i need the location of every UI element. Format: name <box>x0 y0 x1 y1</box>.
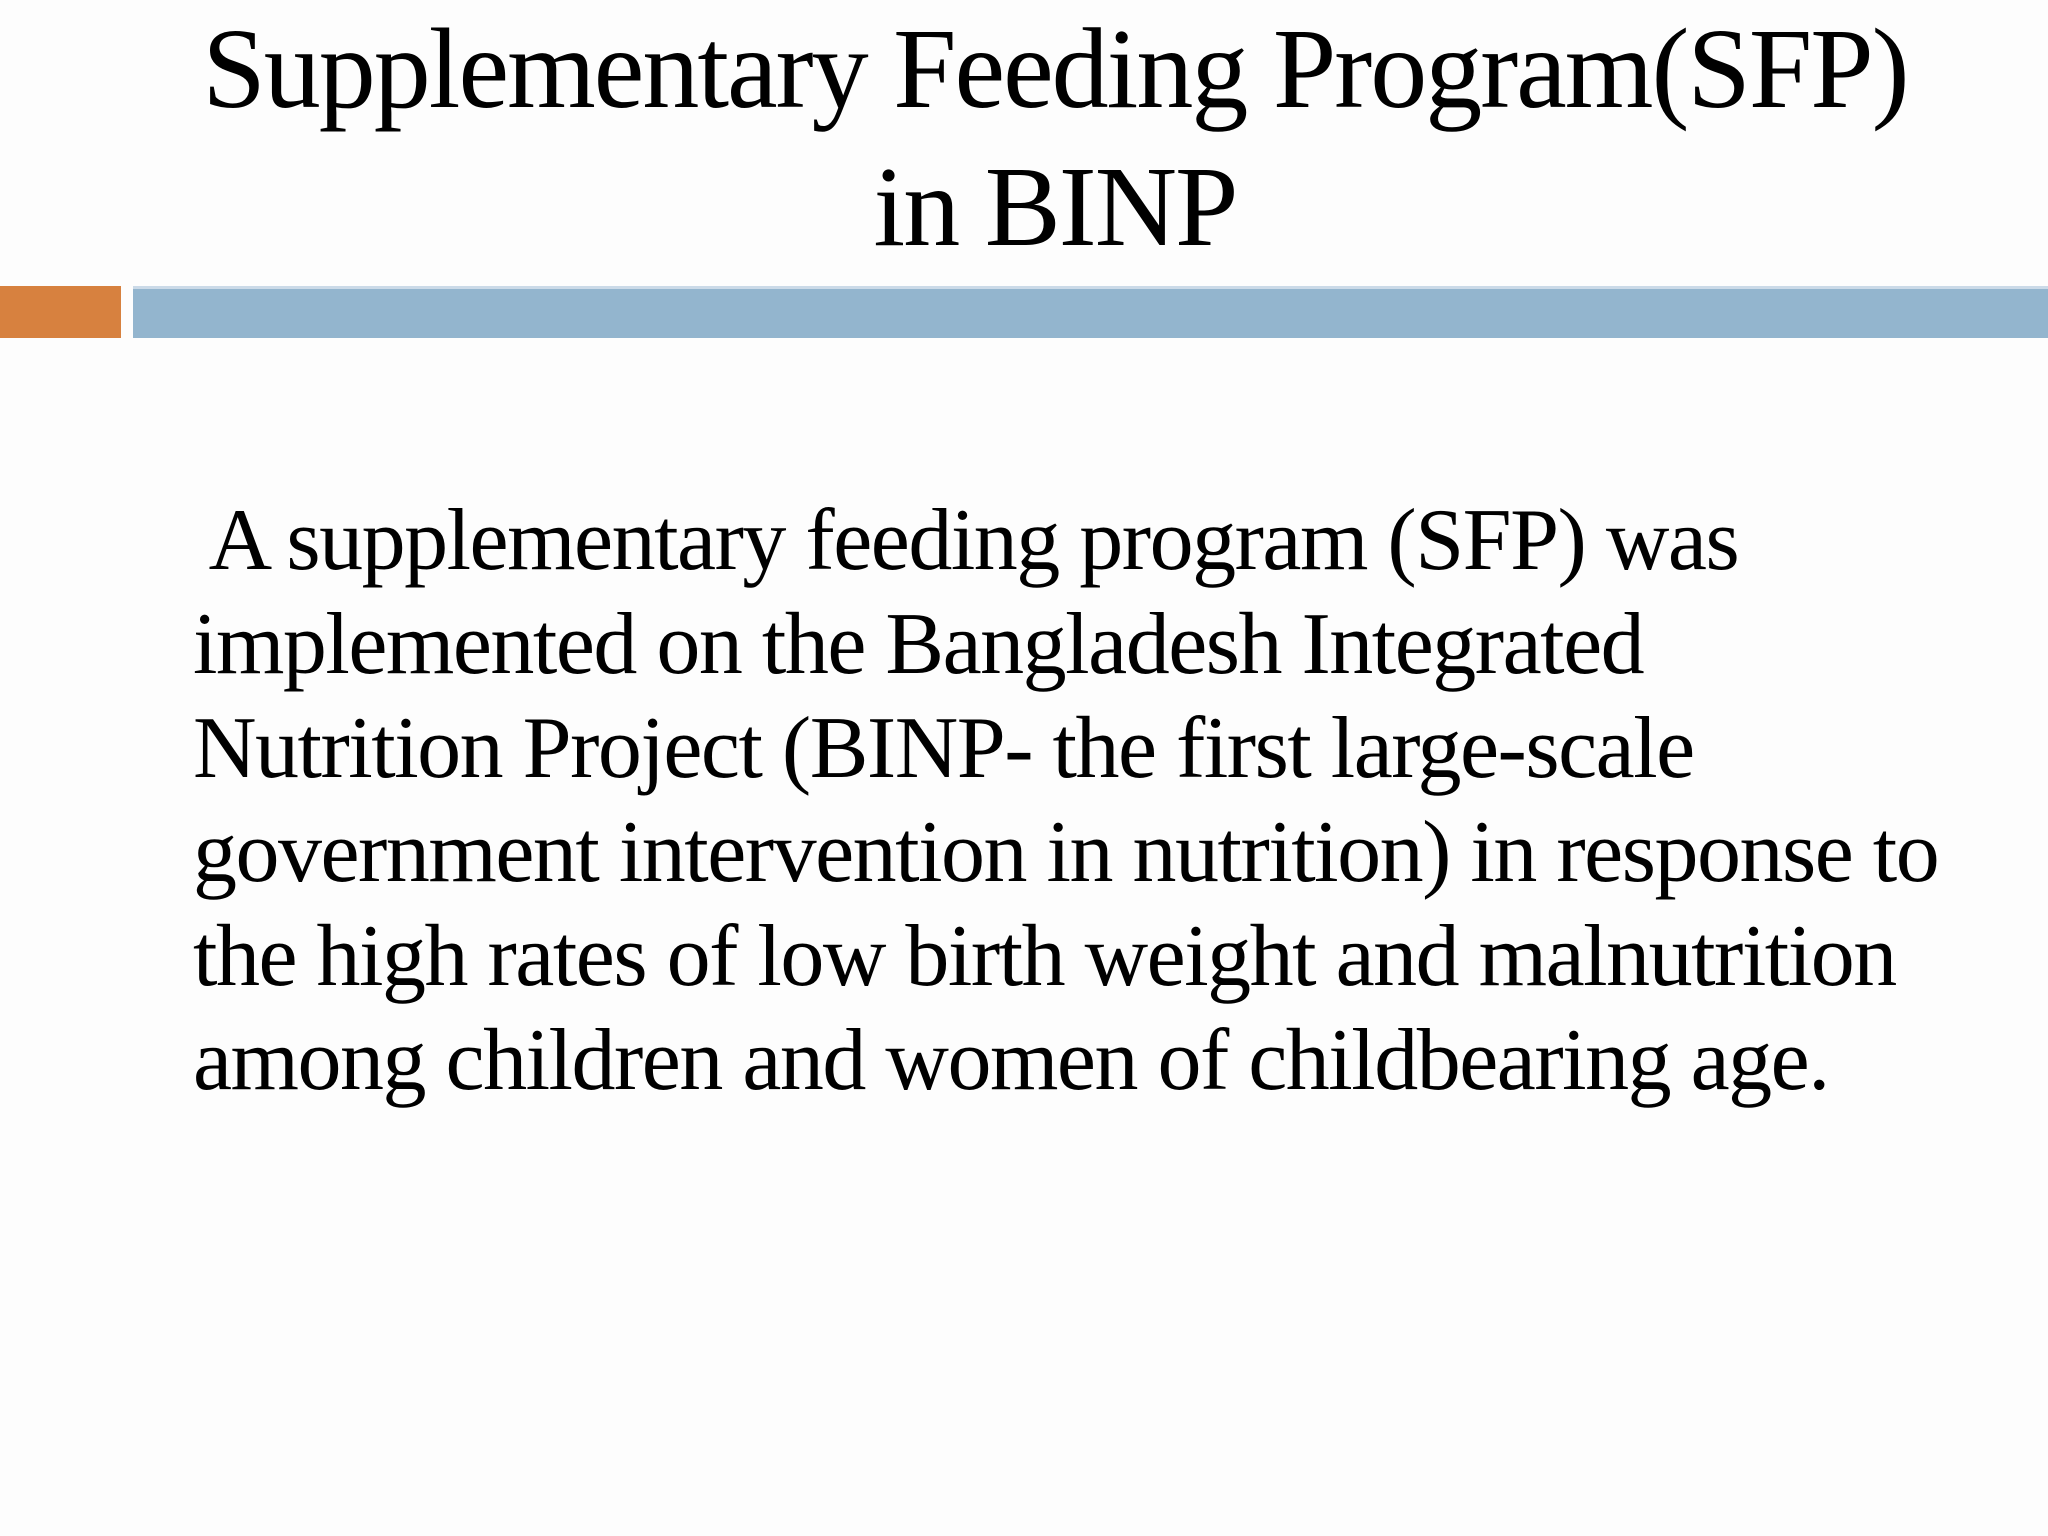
body-line-2: implemented on the Bangladesh Integrated <box>193 596 1645 693</box>
accent-bar-orange <box>0 286 121 338</box>
body-line-3: Nutrition Project (BINP- the first large… <box>193 700 1695 797</box>
body-line-5: the high rates of low birth weight and m… <box>193 908 1897 1005</box>
page-title: Supplementary Feeding Program(SFP) in BI… <box>62 0 2048 276</box>
body-line-4: government intervention in nutrition) in… <box>193 804 1940 901</box>
title-line-1: Supplementary Feeding Program(SFP) <box>202 5 1909 132</box>
body-line-1: A supplementary feeding program (SFP) wa… <box>193 492 1740 589</box>
body-paragraph: A supplementary feeding program (SFP) wa… <box>193 489 1940 1113</box>
body-line-6: among children and women of childbearing… <box>193 1012 1830 1109</box>
accent-bar-blue <box>133 286 2048 338</box>
title-line-2: in BINP <box>873 143 1239 270</box>
